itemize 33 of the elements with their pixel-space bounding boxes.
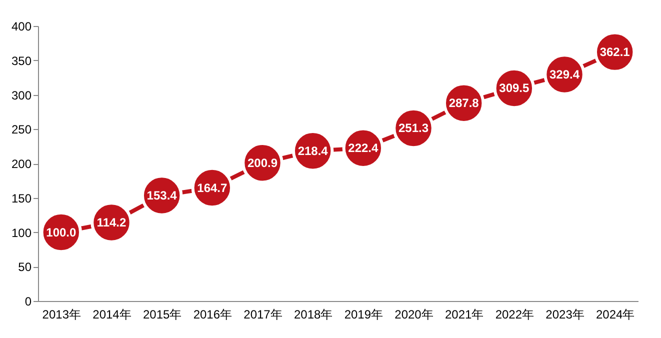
y-tick-label: 300 xyxy=(11,88,32,102)
data-label: 164.7 xyxy=(197,180,228,195)
data-label: 222.4 xyxy=(348,141,379,156)
y-tick-label: 50 xyxy=(18,260,32,274)
x-tick-label: 2020年 xyxy=(394,308,434,322)
x-tick-label: 2017年 xyxy=(244,308,282,322)
data-label: 309.5 xyxy=(499,81,530,96)
y-tick-label: 150 xyxy=(11,191,32,206)
x-tick-label: 2016年 xyxy=(193,308,232,322)
y-tick-label: 0 xyxy=(24,294,32,308)
y-tick-label: 250 xyxy=(11,122,32,137)
x-tick-label: 2013年 xyxy=(42,308,82,322)
x-tick-label: 2023年 xyxy=(546,308,584,322)
data-label: 200.9 xyxy=(247,156,278,170)
x-tick-label: 2015年 xyxy=(142,308,182,322)
x-tick-label: 2018年 xyxy=(294,308,333,322)
y-tick-label: 400 xyxy=(11,20,32,34)
data-label: 287.8 xyxy=(448,96,480,110)
x-tick-label: 2019年 xyxy=(344,308,384,322)
x-tick-label: 2022年 xyxy=(495,308,534,322)
data-label: 100.0 xyxy=(46,225,76,240)
data-label: 251.3 xyxy=(398,121,429,136)
y-tick-label: 200 xyxy=(11,157,32,171)
data-label: 362.1 xyxy=(600,45,630,60)
data-label: 329.4 xyxy=(549,68,580,82)
y-tick-label: 100 xyxy=(11,226,32,240)
data-label: 218.4 xyxy=(298,144,328,158)
x-tick-label: 2021年 xyxy=(444,308,484,322)
y-tick-label: 350 xyxy=(11,54,32,68)
data-label: 114.2 xyxy=(96,215,126,230)
data-label: 153.4 xyxy=(146,188,178,203)
x-tick-label: 2014年 xyxy=(92,308,132,322)
x-tick-label: 2024年 xyxy=(596,308,635,322)
